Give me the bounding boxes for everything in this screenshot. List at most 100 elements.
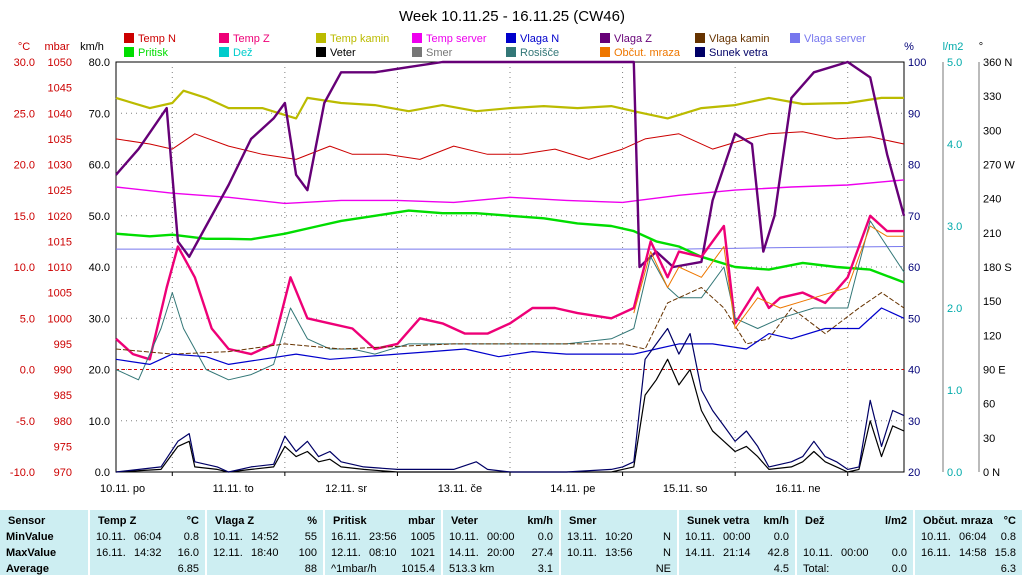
stats-cell-value: NE <box>655 563 671 575</box>
stats-row: MaxValue <box>0 545 88 561</box>
y-tick-direction: 0 N <box>983 467 1000 479</box>
y-tick-pressure: 985 <box>54 390 72 402</box>
legend-swatch-temp_n <box>124 33 134 43</box>
y-tick-pressure: 1050 <box>48 57 72 69</box>
stats-column: Smer 13.11. 10:20 N 10.11. 13:56 N NE <box>561 510 679 575</box>
y-tick-temp: -10.0 <box>10 467 35 479</box>
stats-unit: mbar <box>408 515 435 527</box>
legend-label-rosisce: Rosišče <box>520 47 559 59</box>
stats-cell-value: 55 <box>304 531 317 543</box>
stats-unit: km/h <box>527 515 553 527</box>
series-sunek_vetra <box>115 327 905 473</box>
stats-cell-value: 0.0 <box>891 547 907 559</box>
x-tick-label: 15.11. so <box>663 483 707 495</box>
stats-cell-date: ^1mbar/h <box>331 563 377 575</box>
stats-column: Sunek vetra km/h 10.11. 00:00 0.0 14.11. 21:14… <box>679 510 797 575</box>
axis-headers: °C mbar km/h% l/m2 ° <box>18 41 983 53</box>
stats-cell-date: 10.11. <box>449 531 479 543</box>
y-tick-direction: 330 <box>983 91 1001 103</box>
x-tick-label: 10.11. po <box>100 483 145 495</box>
stats-cell-time: 06:04 <box>959 531 987 543</box>
stats-header: Dež <box>805 515 825 527</box>
y-tick-temp: 25.0 <box>14 108 35 120</box>
stats-cell-date: Average <box>6 563 50 575</box>
y-tick-pressure: 1010 <box>48 262 72 274</box>
stats-cell-value: 15.8 <box>994 547 1016 559</box>
y-tick-direction: 270 W <box>983 160 1015 172</box>
y-tick-pressure: 980 <box>54 416 72 428</box>
stats-row: 16.11. 14:32 16.0 <box>90 545 205 561</box>
stats-cell-value: 0.8 <box>1000 531 1016 543</box>
y-tick-humidity: 30 <box>908 416 920 428</box>
series-veter <box>115 358 905 473</box>
stats-row: 16.11. 23:56 1005 <box>325 529 441 545</box>
y-tick-pressure: 975 <box>54 441 72 453</box>
stats-cell-value: 42.8 <box>767 547 789 559</box>
y-tick-humidity: 100 <box>908 57 926 69</box>
y-tick-pressure: 1000 <box>48 313 72 325</box>
y-tick-wind: 10.0 <box>89 416 110 428</box>
y-tick-pressure: 1005 <box>48 288 72 300</box>
axis-unit-direction: ° <box>979 41 983 53</box>
legend-label-vlaga_n: Vlaga N <box>520 33 559 45</box>
legend-swatch-sunek_vetra <box>695 47 705 57</box>
legend-label-temp_server: Temp server <box>426 33 487 45</box>
stats-column: Občut. mraza °C 10.11. 06:04 0.8 16.11. 14:58 1… <box>915 510 1024 575</box>
stats-cell-time: 21:14 <box>723 547 751 559</box>
y-tick-humidity: 60 <box>908 262 920 274</box>
stats-cell-value: 0.0 <box>891 563 907 575</box>
stats-cell-time: 13:56 <box>605 547 633 559</box>
stats-cell-value: 6.3 <box>1000 563 1016 575</box>
stats-cell-time: 18:40 <box>251 547 279 559</box>
stats-header: Občut. mraza <box>923 515 993 527</box>
stats-header: Sensor <box>8 515 46 527</box>
stats-header-row: Temp Z °C <box>90 513 205 529</box>
stats-cell-value: 100 <box>298 547 317 559</box>
y-tick-humidity: 20 <box>908 467 920 479</box>
series-obcut_mraza <box>633 225 904 329</box>
legend-swatch-obcut_mraza <box>600 47 610 57</box>
stats-cell-value: 27.4 <box>531 547 553 559</box>
legend-label-vlaga_z: Vlaga Z <box>614 33 652 45</box>
series-temp_n <box>115 131 905 160</box>
legend-swatch-rosisce <box>506 47 516 57</box>
stats-cell-time: 08:10 <box>369 547 397 559</box>
stats-unit: °C <box>1003 515 1016 527</box>
stats-cell-time: 14:32 <box>134 547 162 559</box>
series-temp_server <box>115 179 905 205</box>
stats-column: Pritisk mbar 16.11. 23:56 1005 12.11. 08:10 102… <box>325 510 443 575</box>
stats-cell-time: 00:00 <box>841 547 869 559</box>
y-tick-wind: 70.0 <box>89 108 110 120</box>
stats-cell-value: 1015.4 <box>401 563 435 575</box>
stats-cell-value: 0.8 <box>183 531 199 543</box>
stats-cell-date: 10.11. <box>921 531 951 543</box>
chart-title: Week 10.11.25 - 16.11.25 (CW46) <box>399 8 625 25</box>
y-tick-temp: 15.0 <box>14 211 35 223</box>
y-tick-rain: 3.0 <box>947 221 962 233</box>
stats-cell-date: 10.11. <box>213 531 243 543</box>
y-tick-humidity: 50 <box>908 313 920 325</box>
stats-row: 10.11. 00:00 0.0 <box>797 545 913 561</box>
y-tick-pressure: 1040 <box>48 108 72 120</box>
y-tick-wind: 20.0 <box>89 365 110 377</box>
stats-cell-value: N <box>663 531 671 543</box>
legend-swatch-pritisk <box>124 47 134 57</box>
stats-header-row: Smer <box>561 513 677 529</box>
legend-swatch-vlaga_z <box>600 33 610 43</box>
axis-unit-temp: °C <box>18 41 30 53</box>
stats-row <box>797 529 913 545</box>
y-tick-temp: 10.0 <box>14 262 35 274</box>
y-tick-pressure: 970 <box>54 467 72 479</box>
legend-swatch-vlaga_kamin <box>695 33 705 43</box>
stats-unit: l/m2 <box>884 515 907 527</box>
legend-label-temp_kamin: Temp kamin <box>330 33 389 45</box>
y-tick-direction: 180 S <box>983 262 1012 274</box>
stats-cell-date: 12.11. <box>213 547 243 559</box>
stats-header: Pritisk <box>333 515 367 527</box>
y-tick-pressure: 1015 <box>48 236 72 248</box>
stats-row: 10.11. 00:00 0.0 <box>679 529 795 545</box>
stats-cell-time: 00:00 <box>487 531 515 543</box>
stats-row: 513.3 km 3.1 <box>443 561 559 577</box>
stats-cell-date: 16.11. <box>96 547 126 559</box>
y-tick-direction: 300 <box>983 125 1001 137</box>
